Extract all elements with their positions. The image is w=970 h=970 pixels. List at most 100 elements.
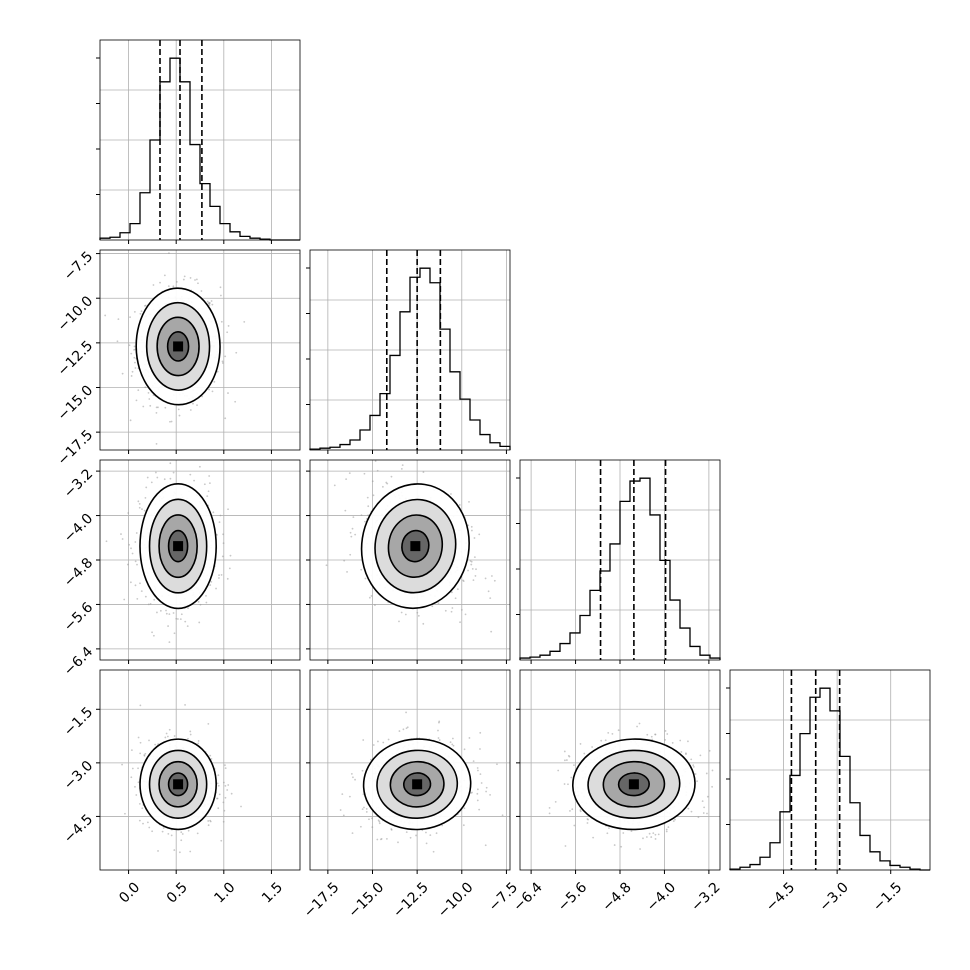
sample-point — [152, 634, 155, 637]
sample-point — [468, 500, 470, 503]
sample-point — [138, 819, 141, 822]
sample-point — [405, 727, 408, 730]
sample-point — [227, 392, 229, 394]
sample-point — [376, 838, 379, 841]
sample-point — [654, 733, 656, 736]
x-tick-label: 0.5 — [164, 879, 191, 906]
sample-point — [199, 603, 202, 606]
sample-point — [705, 772, 708, 775]
sample-point — [105, 540, 108, 543]
sample-point — [169, 477, 172, 480]
sample-point — [696, 780, 698, 783]
sample-point — [565, 759, 568, 761]
sample-point — [674, 818, 676, 821]
sample-point — [493, 579, 496, 582]
sample-point — [128, 344, 131, 347]
contour-line — [374, 498, 457, 594]
sample-point — [450, 493, 452, 495]
sample-point — [104, 314, 107, 317]
sample-point — [341, 793, 344, 796]
sample-point — [189, 733, 192, 736]
sample-point — [382, 741, 385, 744]
sample-point — [468, 737, 471, 739]
sample-point — [134, 584, 137, 587]
sample-point — [142, 405, 145, 408]
sample-point — [372, 744, 375, 746]
sample-point — [222, 801, 225, 804]
sample-point — [611, 732, 614, 735]
sample-point — [129, 581, 132, 584]
sample-point — [417, 614, 420, 617]
sample-point — [694, 773, 697, 775]
sample-point — [224, 764, 226, 767]
contour-line — [158, 514, 198, 579]
sample-point — [485, 786, 488, 789]
sample-point — [630, 830, 633, 833]
sample-point — [218, 577, 220, 579]
sample-point — [228, 567, 231, 570]
sample-point — [591, 746, 594, 748]
sample-point — [462, 579, 464, 582]
sample-point — [165, 732, 168, 735]
sample-point — [209, 754, 212, 757]
sample-point — [161, 830, 164, 833]
sample-point — [472, 579, 475, 582]
pair-panel-2-3 — [516, 669, 721, 874]
sample-point — [137, 500, 140, 503]
y-tick-label: −3.0 — [61, 758, 96, 793]
y-tick-label: −1.5 — [61, 704, 96, 739]
sample-point — [454, 597, 457, 600]
sample-point — [135, 532, 138, 534]
sample-point — [438, 720, 441, 723]
sample-point — [134, 560, 137, 563]
sample-point — [155, 471, 157, 474]
sample-point — [378, 820, 381, 823]
x-tick-label: −3.0 — [816, 879, 851, 914]
sample-point — [351, 832, 354, 834]
contour-line — [387, 514, 444, 578]
sample-point — [479, 731, 482, 734]
sample-point — [221, 360, 224, 363]
sample-point — [189, 409, 192, 411]
sample-point — [583, 752, 586, 755]
contour-line — [360, 483, 470, 610]
sample-point — [220, 839, 223, 842]
sample-point — [471, 529, 473, 532]
pair-panel-0-2 — [96, 459, 301, 664]
sample-point — [151, 631, 153, 634]
sample-point — [216, 797, 219, 800]
sample-point — [234, 400, 237, 403]
sample-point — [130, 776, 133, 779]
sample-point — [360, 568, 363, 571]
sample-point — [501, 814, 504, 817]
sample-point — [189, 473, 192, 476]
sample-point — [351, 527, 354, 530]
y-tick-label: −4.8 — [61, 555, 96, 590]
sample-point — [144, 496, 147, 499]
sample-point — [548, 812, 551, 815]
y-tick-label: −6.4 — [61, 644, 96, 679]
sample-point — [172, 285, 175, 288]
density-peak — [173, 779, 184, 790]
sample-point — [460, 608, 463, 611]
sample-point — [377, 740, 379, 743]
sample-point — [147, 603, 150, 606]
sample-point — [230, 792, 233, 795]
sample-point — [402, 728, 405, 731]
sample-point — [149, 603, 152, 605]
sample-point — [123, 598, 126, 601]
sample-point — [193, 479, 195, 482]
y-tick-label: −17.5 — [55, 427, 97, 469]
sample-point — [476, 799, 479, 802]
sample-point — [217, 784, 220, 787]
sample-point — [339, 809, 342, 811]
sample-point — [216, 782, 219, 785]
sample-point — [472, 760, 475, 762]
sample-point — [143, 509, 146, 512]
density-peak — [410, 541, 421, 552]
sample-point — [405, 711, 407, 714]
contour-line — [135, 287, 221, 406]
sample-point — [379, 838, 382, 841]
sample-point — [222, 781, 225, 784]
sample-point — [194, 279, 196, 281]
